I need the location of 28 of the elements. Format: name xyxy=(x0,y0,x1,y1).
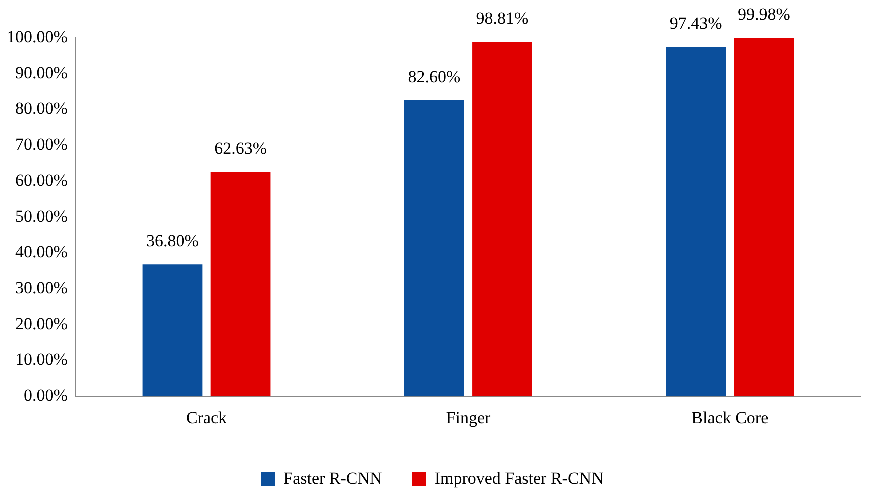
legend-label: Faster R-CNN xyxy=(284,468,382,488)
data-label: 97.43% xyxy=(670,14,722,34)
y-tick-label: 30.00% xyxy=(15,278,68,298)
data-label: 99.98% xyxy=(738,5,790,24)
y-tick-label: 60.00% xyxy=(15,170,68,190)
data-label: 62.63% xyxy=(214,138,267,158)
y-tick-label: 40.00% xyxy=(15,242,68,262)
y-tick-label: 50.00% xyxy=(15,206,68,226)
y-tick-label: 90.00% xyxy=(15,63,68,82)
y-tick-label: 100.00% xyxy=(6,27,68,46)
y-tick-label: 10.00% xyxy=(15,350,68,370)
bar xyxy=(142,264,203,397)
data-label: 98.81% xyxy=(476,9,529,28)
bar xyxy=(472,42,532,397)
bar xyxy=(734,38,794,397)
bar xyxy=(404,100,464,397)
x-tick-label: Crack xyxy=(186,408,228,428)
x-tick-label: Finger xyxy=(446,408,491,428)
y-tick-label: 70.00% xyxy=(15,135,68,154)
data-label: 82.60% xyxy=(408,67,461,86)
bar xyxy=(666,47,726,397)
y-tick-label: 80.00% xyxy=(15,99,68,118)
legend-label: Improved Faster R-CNN xyxy=(434,468,604,488)
bar xyxy=(210,172,271,397)
y-tick-label: 0.00% xyxy=(24,386,68,406)
y-tick-label: 20.00% xyxy=(15,314,68,334)
x-tick-label: Black Core xyxy=(692,408,769,428)
data-label: 36.80% xyxy=(146,232,199,251)
